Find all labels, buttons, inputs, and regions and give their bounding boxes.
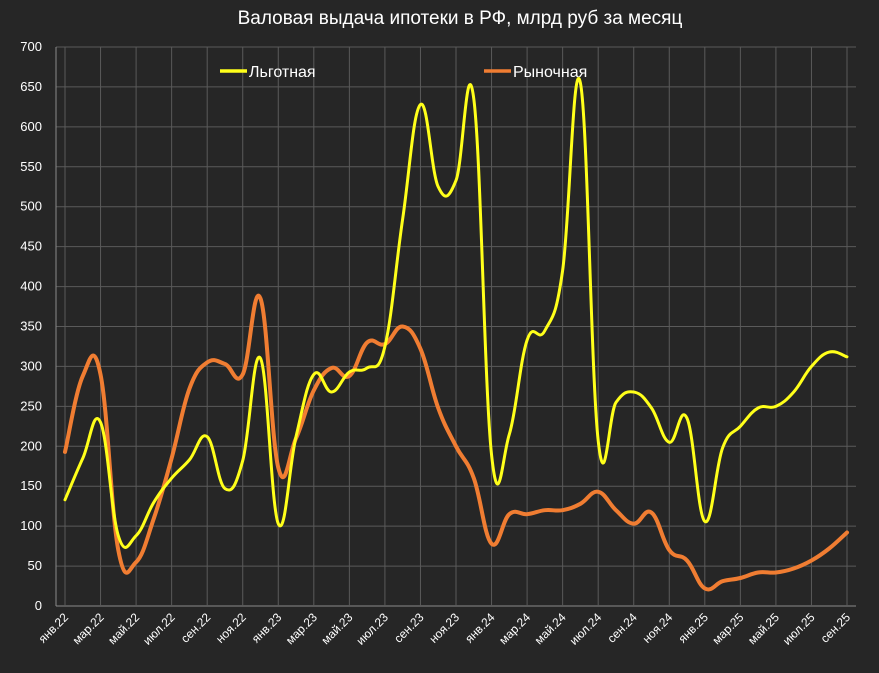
x-tick-label: мар.24 <box>496 610 533 647</box>
legend-label-rynochnaya: Рыночная <box>513 64 587 81</box>
x-tick-label: ноя.24 <box>640 610 676 646</box>
y-tick-label: 150 <box>20 478 42 493</box>
y-tick-label: 650 <box>20 79 42 94</box>
x-tick-label: ноя.22 <box>213 610 249 646</box>
x-tick-label: мар.22 <box>70 610 107 647</box>
x-tick-label: янв.24 <box>462 610 498 646</box>
y-tick-label: 100 <box>20 518 42 533</box>
legend-item-lgotnaya: Льготная <box>220 64 316 81</box>
y-axis-ticks: 0 50 100 150 200 250 300 350 400 450 500 550 600 650 7… <box>20 39 42 613</box>
x-tick-label: июл.24 <box>567 610 605 648</box>
x-tick-label: мар.23 <box>283 610 320 647</box>
x-tick-label: май.22 <box>105 610 142 647</box>
x-tick-label: ноя.23 <box>426 610 462 646</box>
x-tick-label: янв.23 <box>249 610 285 646</box>
y-tick-label: 300 <box>20 358 42 373</box>
x-tick-label: мар.25 <box>710 610 747 647</box>
x-tick-label: июл.23 <box>353 610 391 648</box>
x-tick-label: сен.24 <box>605 610 641 646</box>
chart-title: Валовая выдача ипотеки в РФ, млрд руб за… <box>238 8 683 29</box>
x-tick-label: янв.22 <box>36 610 72 646</box>
x-tick-label: май.23 <box>318 610 355 647</box>
y-tick-label: 0 <box>35 598 42 613</box>
x-tick-label: май.25 <box>745 610 782 647</box>
series-line-rynochnaya <box>63 293 849 592</box>
y-tick-label: 550 <box>20 159 42 174</box>
y-tick-label: 50 <box>28 558 42 573</box>
y-tick-label: 350 <box>20 319 42 334</box>
y-tick-label: 400 <box>20 279 42 294</box>
x-tick-label: май.24 <box>532 610 569 647</box>
series-lines <box>63 77 849 592</box>
y-tick-label: 500 <box>20 199 42 214</box>
x-tick-label: июл.25 <box>780 610 818 648</box>
legend: Льготная Рыночная <box>220 64 587 81</box>
gridlines <box>55 46 856 607</box>
x-tick-label: сен.22 <box>178 610 214 646</box>
legend-label-lgotnaya: Льготная <box>249 64 316 81</box>
x-tick-label: сен.25 <box>818 610 854 646</box>
legend-item-rynochnaya: Рыночная <box>484 64 587 81</box>
y-tick-label: 250 <box>20 398 42 413</box>
x-tick-label: сен.23 <box>391 610 427 646</box>
series-line-lgotnaya <box>63 77 849 549</box>
y-tick-label: 700 <box>20 39 42 54</box>
y-tick-label: 450 <box>20 239 42 254</box>
x-tick-label: июл.22 <box>140 610 178 648</box>
y-tick-label: 600 <box>20 119 42 134</box>
x-tick-label: янв.25 <box>675 610 711 646</box>
y-tick-label: 200 <box>20 438 42 453</box>
